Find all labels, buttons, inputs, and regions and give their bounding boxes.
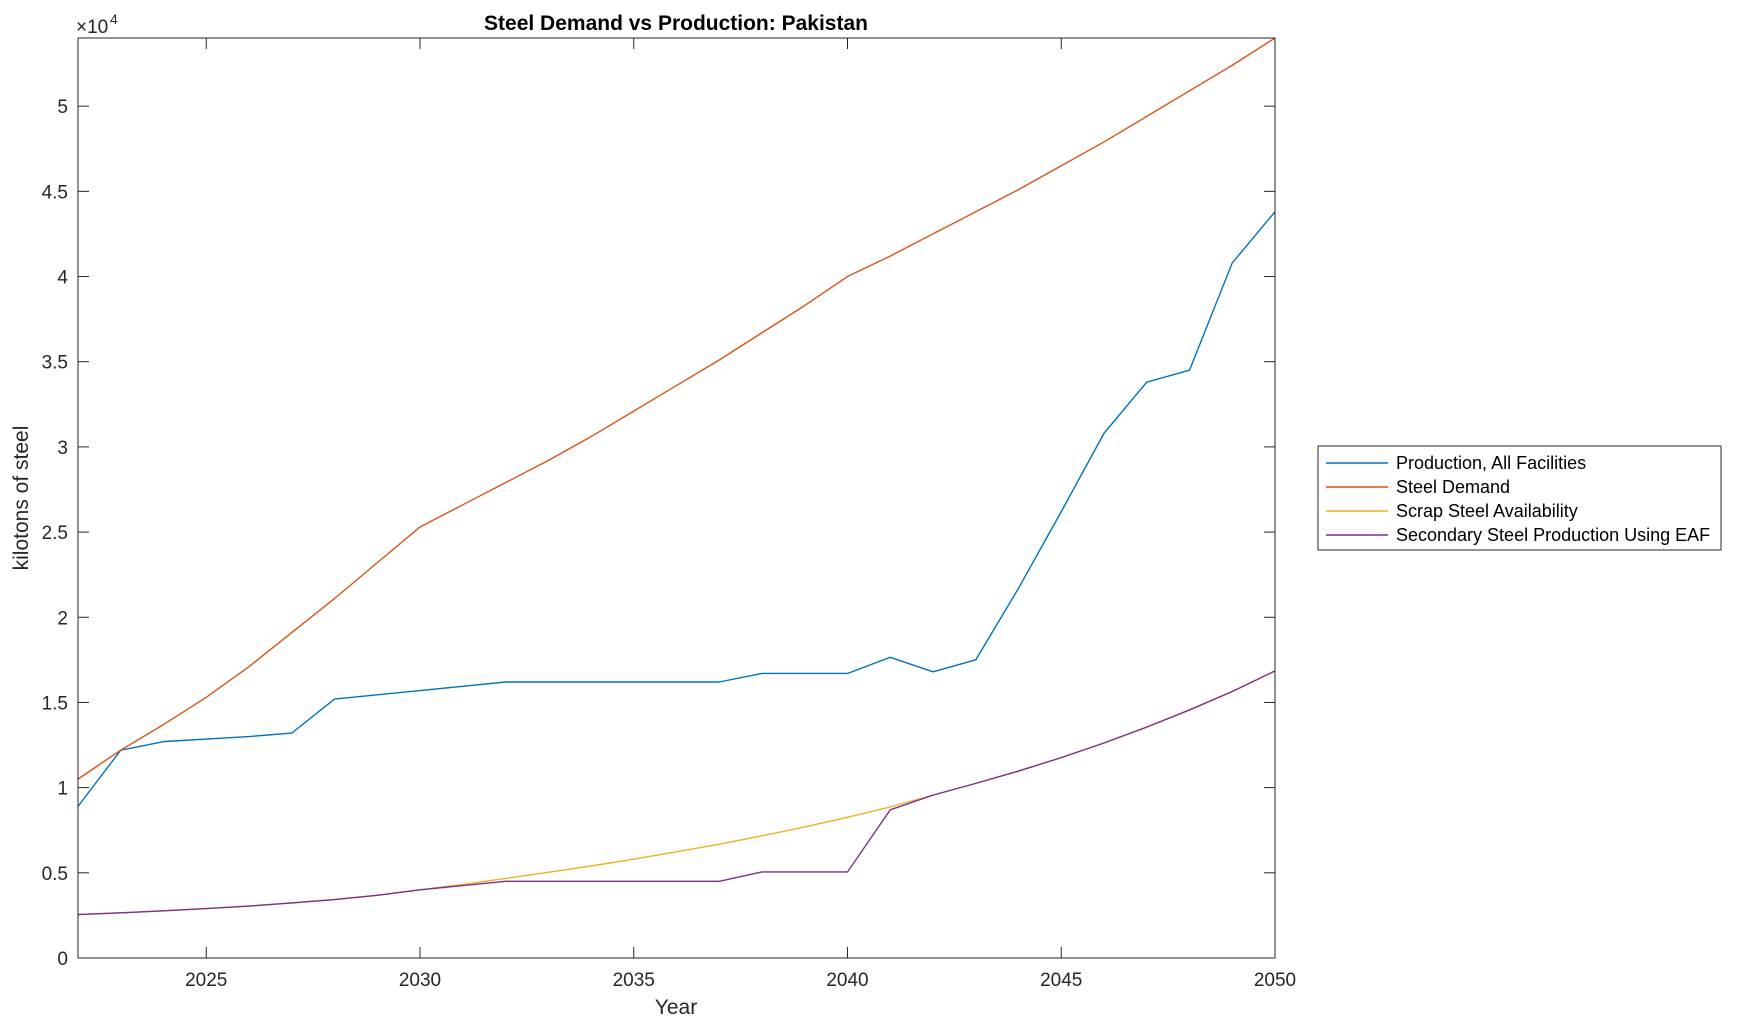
legend-items: Production, All Facilities Steel Demand Sc…: [1326, 453, 1710, 545]
x-tick-label: 2040: [826, 970, 868, 991]
series-line-0: [77, 211, 1276, 807]
x-tick-label: 2025: [185, 970, 227, 991]
x-tick-label: 2030: [399, 970, 441, 991]
x-tick-label: 2035: [613, 970, 655, 991]
legend-label-0: Production, All Facilities: [1396, 453, 1586, 473]
plot-frame: [77, 37, 1276, 959]
y-tick-label: 3.5: [42, 353, 68, 374]
legend: Production, All Facilities Steel Demand Sc…: [1317, 445, 1722, 551]
series-layer: [77, 37, 1276, 916]
y-tick-label: 0: [57, 949, 68, 970]
legend-label-2: Scrap Steel Availability: [1396, 501, 1578, 521]
y-tick-label: 3: [57, 438, 68, 459]
y-tick-label: 5: [57, 97, 68, 118]
y-tick-label: 4: [57, 268, 68, 289]
x-ticks: 2025 2030 2035 2040 2045 2050: [185, 38, 1296, 991]
y-axis-label: kilotons of steel: [10, 426, 33, 571]
x-tick-label: 2045: [1040, 970, 1082, 991]
y-tick-label: 1: [57, 779, 68, 800]
chart-title: Steel Demand vs Production: Pakistan: [484, 12, 868, 35]
x-axis-label: Year: [655, 996, 697, 1019]
y-tick-label: 4.5: [42, 182, 68, 203]
legend-label-1: Steel Demand: [1396, 477, 1510, 497]
legend-label-3: Secondary Steel Production Using EAF: [1396, 525, 1710, 545]
plot-area: [78, 38, 1275, 958]
y-tick-label: 2: [57, 608, 68, 629]
y-exponent-power: 4: [110, 11, 118, 27]
series-line-1: [77, 37, 1276, 780]
series-line-3: [77, 670, 1276, 916]
y-tick-label: 0.5: [42, 864, 68, 885]
y-tick-label: 2.5: [42, 523, 68, 544]
y-tick-label: 1.5: [42, 693, 68, 714]
x-tick-label: 2050: [1254, 970, 1296, 991]
y-ticks: 0 0.5 1 1.5 2 2.5 3 3.5 4 4.5 5: [42, 97, 1275, 970]
y-exponent-base: ×10: [76, 17, 108, 38]
